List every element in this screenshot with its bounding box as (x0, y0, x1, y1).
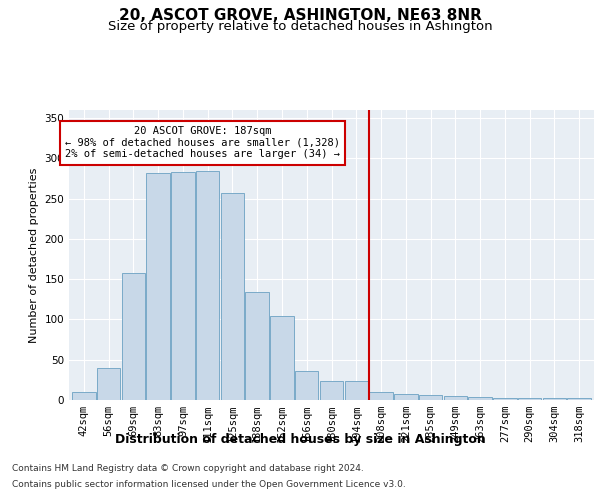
Bar (419, 395, 442, 400)
Bar (320, 382, 343, 400)
Text: 20 ASCOT GROVE: 187sqm
← 98% of detached houses are smaller (1,328)
2% of semi-d: 20 ASCOT GROVE: 187sqm ← 98% of detached… (65, 126, 340, 160)
Bar (518, 398, 541, 400)
Bar (171, 172, 194, 400)
Bar (97, 368, 121, 400)
Text: Distribution of detached houses by size in Ashington: Distribution of detached houses by size … (115, 432, 485, 446)
Y-axis label: Number of detached properties: Number of detached properties (29, 168, 39, 342)
Bar (196, 171, 220, 400)
Bar (221, 193, 244, 400)
Bar (270, 316, 294, 400)
Bar (568, 398, 591, 400)
Bar (443, 396, 467, 400)
Bar (394, 394, 418, 400)
Text: Contains HM Land Registry data © Crown copyright and database right 2024.: Contains HM Land Registry data © Crown c… (12, 464, 364, 473)
Bar (72, 392, 95, 400)
Text: Size of property relative to detached houses in Ashington: Size of property relative to detached ho… (107, 20, 493, 33)
Bar (295, 371, 319, 400)
Bar (245, 292, 269, 400)
Bar (469, 397, 492, 400)
Bar (542, 398, 566, 400)
Bar (493, 398, 517, 400)
Text: 20, ASCOT GROVE, ASHINGTON, NE63 8NR: 20, ASCOT GROVE, ASHINGTON, NE63 8NR (119, 8, 481, 22)
Bar (369, 392, 393, 400)
Bar (146, 173, 170, 400)
Text: Contains public sector information licensed under the Open Government Licence v3: Contains public sector information licen… (12, 480, 406, 489)
Bar (122, 272, 145, 400)
Bar (344, 380, 368, 400)
